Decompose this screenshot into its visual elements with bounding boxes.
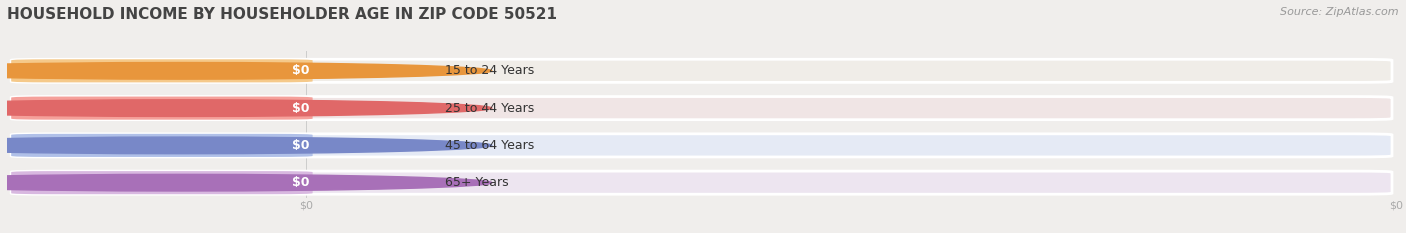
Text: $0: $0 bbox=[292, 102, 309, 115]
Text: HOUSEHOLD INCOME BY HOUSEHOLDER AGE IN ZIP CODE 50521: HOUSEHOLD INCOME BY HOUSEHOLDER AGE IN Z… bbox=[7, 7, 557, 22]
Circle shape bbox=[0, 100, 492, 116]
Text: 65+ Years: 65+ Years bbox=[446, 176, 509, 189]
FancyBboxPatch shape bbox=[11, 59, 312, 82]
Text: $0: $0 bbox=[292, 139, 309, 152]
Text: $0: $0 bbox=[1389, 200, 1403, 210]
FancyBboxPatch shape bbox=[11, 134, 1392, 157]
FancyBboxPatch shape bbox=[11, 134, 312, 157]
Circle shape bbox=[0, 137, 492, 154]
FancyBboxPatch shape bbox=[11, 171, 312, 194]
FancyBboxPatch shape bbox=[11, 96, 312, 120]
Text: 45 to 64 Years: 45 to 64 Years bbox=[446, 139, 534, 152]
Text: $0: $0 bbox=[298, 200, 312, 210]
Circle shape bbox=[0, 174, 492, 191]
Text: 15 to 24 Years: 15 to 24 Years bbox=[446, 64, 534, 77]
Circle shape bbox=[0, 62, 492, 79]
Text: 25 to 44 Years: 25 to 44 Years bbox=[446, 102, 534, 115]
Text: $0: $0 bbox=[292, 176, 309, 189]
Text: $0: $0 bbox=[292, 64, 309, 77]
FancyBboxPatch shape bbox=[11, 171, 1392, 194]
FancyBboxPatch shape bbox=[11, 59, 1392, 82]
Text: Source: ZipAtlas.com: Source: ZipAtlas.com bbox=[1281, 7, 1399, 17]
FancyBboxPatch shape bbox=[11, 96, 1392, 120]
